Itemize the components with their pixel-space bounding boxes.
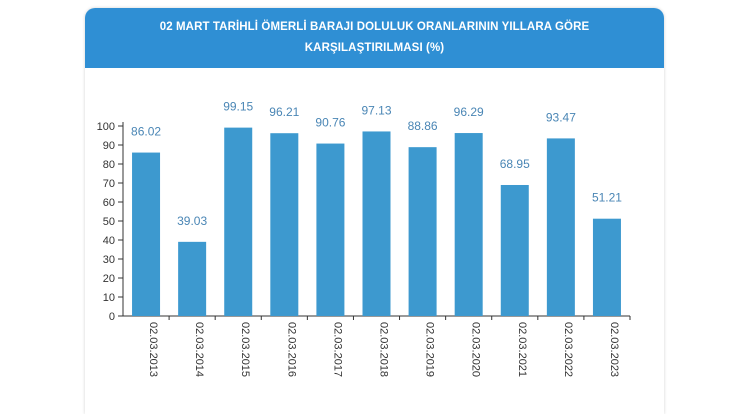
y-tick-label: 80 [103,159,115,171]
y-tick-label: 10 [103,292,115,304]
bar-value-label: 68.95 [500,157,530,171]
chart-header: 02 MART TARİHLİ ÖMERLİ BARAJI DOLULUK OR… [85,8,664,68]
bar [592,218,621,316]
x-tick-label: 02.03.2023 [608,322,620,377]
bar [132,152,161,316]
y-tick-label: 20 [103,273,115,285]
x-tick-label: 02.03.2021 [516,322,528,377]
bar-value-label: 39.03 [177,214,207,228]
bar [454,133,483,316]
bar [270,133,299,316]
x-tick-label: 02.03.2013 [147,322,159,377]
x-tick-label: 02.03.2014 [193,322,205,377]
y-tick-label: 70 [103,178,115,190]
bar-value-label: 88.86 [408,119,438,133]
bar [224,127,253,317]
bar-value-label: 86.02 [131,125,161,139]
bar [178,241,207,316]
bar [362,131,391,316]
y-tick-label: 60 [103,197,115,209]
y-tick-label: 90 [103,140,115,152]
bar [316,143,345,316]
bar-value-label: 96.21 [269,105,299,119]
bar [408,147,437,316]
bars-group [132,127,621,317]
value-labels-group: 86.02 39.03 99.15 96.21 90.76 97.13 88.86 96.29… [131,100,622,228]
x-tick-label: 02.03.2020 [470,322,482,377]
x-axis: 02.03.2013 02.03.2014 02.03.2015 02.03.2016… [123,315,631,377]
y-tick-label: 0 [109,311,115,323]
bar-value-label: 93.47 [546,110,576,124]
bar-value-label: 97.13 [361,103,391,117]
y-tick-label: 50 [103,216,115,228]
x-tick-label: 02.03.2017 [331,322,343,377]
bar [546,138,575,316]
x-tick-label: 02.03.2016 [285,322,297,377]
bar-value-label: 90.76 [315,116,345,130]
y-tick-label: 40 [103,235,115,247]
x-tick-label: 02.03.2018 [378,322,390,377]
x-tick-label: 02.03.2019 [424,322,436,377]
y-tick-label: 30 [103,254,115,266]
x-tick-label: 02.03.2015 [239,322,251,377]
y-tick-label: 100 [97,121,115,133]
x-tick-label: 02.03.2022 [562,322,574,377]
bar [500,184,529,316]
chart-title: 02 MART TARİHLİ ÖMERLİ BARAJI DOLULUK OR… [159,21,590,54]
y-axis: 0 10 20 30 40 50 60 70 80 90 100 [97,121,124,323]
bar-value-label: 51.21 [592,191,622,205]
bar-value-label: 96.29 [454,105,484,119]
bar-value-label: 99.15 [223,100,253,114]
